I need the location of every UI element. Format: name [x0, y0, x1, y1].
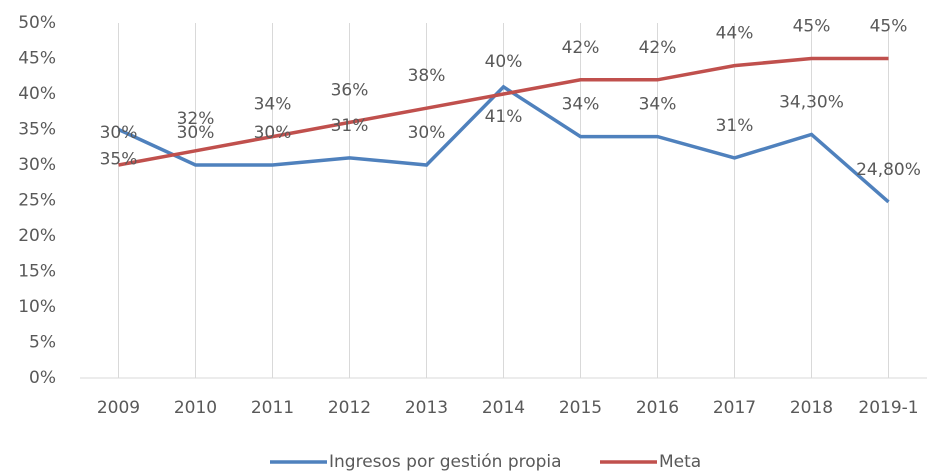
y-tick-label: 25%	[18, 191, 56, 211]
y-tick-label: 15%	[18, 262, 56, 282]
data-label: 40%	[485, 52, 523, 72]
data-label: 30%	[177, 123, 215, 143]
x-tick-label: 2009	[97, 398, 140, 418]
data-label: 34%	[639, 95, 677, 115]
y-tick-label: 50%	[18, 13, 56, 33]
legend-label: Meta	[659, 452, 701, 472]
y-tick-label: 0%	[29, 368, 56, 388]
y-tick-label: 35%	[18, 120, 56, 140]
data-label: 30%	[408, 123, 446, 143]
x-tick-label: 2010	[174, 398, 217, 418]
data-label: 44%	[716, 24, 754, 44]
series-line	[117, 84, 890, 204]
data-label: 34%	[254, 95, 292, 115]
x-tick-label: 2011	[251, 398, 294, 418]
data-label: 42%	[562, 38, 600, 58]
data-label: 45%	[870, 17, 908, 37]
series-line	[118, 56, 889, 167]
data-label: 42%	[639, 38, 677, 58]
x-tick-label: 2013	[405, 398, 448, 418]
data-label: 31%	[716, 116, 754, 136]
y-tick-label: 40%	[18, 84, 56, 104]
data-label: 34,30%	[779, 92, 844, 112]
x-tick-label: 2016	[636, 398, 679, 418]
data-label: 38%	[408, 66, 446, 86]
x-tick-label: 2019-1	[858, 398, 918, 418]
y-tick-label: 20%	[18, 226, 56, 246]
x-tick-label: 2018	[790, 398, 833, 418]
data-label: 31%	[331, 116, 369, 136]
data-label: 36%	[331, 80, 369, 100]
data-label: 30%	[254, 123, 292, 143]
y-tick-label: 45%	[18, 49, 56, 69]
x-tick-label: 2012	[328, 398, 371, 418]
data-label: 34%	[562, 95, 600, 115]
x-tick-label: 2017	[713, 398, 756, 418]
legend-label: Ingresos por gestión propia	[329, 452, 562, 472]
data-label: 35%	[100, 150, 138, 170]
y-tick-label: 10%	[18, 297, 56, 317]
data-label: 45%	[793, 17, 831, 37]
data-label: 24,80%	[856, 160, 921, 180]
data-label: 41%	[485, 107, 523, 127]
x-tick-label: 2014	[482, 398, 525, 418]
y-tick-label: 30%	[18, 155, 56, 175]
y-tick-label: 5%	[29, 333, 56, 353]
data-label: 32%	[177, 109, 215, 129]
x-tick-label: 2015	[559, 398, 602, 418]
data-label: 30%	[100, 123, 138, 143]
